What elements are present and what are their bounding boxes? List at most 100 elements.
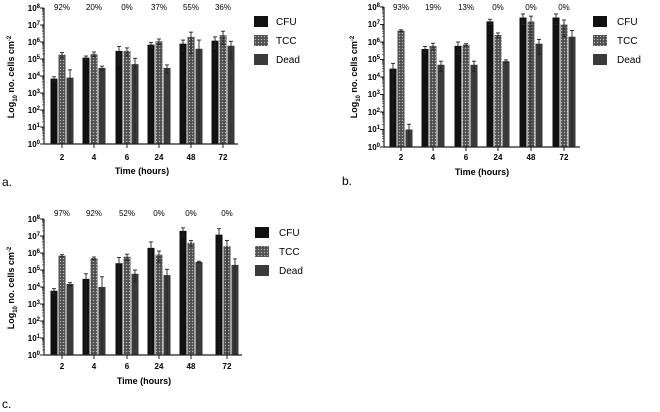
panel-b-bar-tcc — [429, 45, 437, 147]
panel-b-percent-label: 13% — [458, 3, 474, 12]
panel-b-y-tick-label: 104 — [368, 73, 381, 82]
panel-c-legend-label: Dead — [279, 266, 303, 277]
panel-a-bar-tcc — [155, 41, 163, 144]
panel-c-y-tick-label: 108 — [28, 215, 41, 224]
panel-c-percent-label: 0% — [153, 209, 165, 218]
panel-c-y-tick-label: 106 — [28, 249, 41, 258]
panel-a-plot — [40, 7, 238, 148]
panel-b-bar-cfu — [454, 45, 462, 147]
panel-c-bar-tcc — [187, 242, 195, 355]
panel-a-bar-dead — [98, 67, 106, 144]
panel-c-x-tick-label: 48 — [187, 362, 196, 371]
panel-b-y-tick-label: 107 — [368, 20, 381, 29]
panel-c-x-tick-label: 4 — [92, 362, 97, 371]
panel-a-y-tick-label: 102 — [28, 106, 41, 115]
panel-a-bar-cfu — [115, 50, 123, 144]
panel-a-percent-label: 92% — [54, 3, 70, 12]
panel-b-bar-cfu — [519, 17, 527, 147]
panel-a-bar-tcc — [187, 36, 195, 144]
panel-b-y-tick-label: 105 — [368, 55, 381, 64]
panel-c-y-tick-label: 104 — [28, 283, 41, 292]
panel-c-percent-label: 97% — [54, 209, 70, 218]
panel-a-bar-dead — [227, 45, 235, 144]
panel-a-x-tick-label: 48 — [187, 153, 196, 162]
panel-c-legend-swatch-dead — [255, 265, 269, 276]
panel-a-x-tick-label: 72 — [219, 153, 228, 162]
panel-b-legend-swatch-tcc — [593, 35, 607, 46]
panel-b-x-tick-label: 24 — [494, 153, 503, 162]
panel-c-legend-swatch-tcc — [255, 246, 269, 257]
panel-c-x-tick-label: 72 — [223, 362, 232, 371]
panel-b-x-axis-title: Time (hours) — [455, 167, 509, 177]
panel-a-bar-cfu — [82, 57, 90, 144]
panel-b-y-axis-title: Log10 no. cells cm-2 — [349, 35, 362, 118]
panel-b-percent-label: 93% — [393, 3, 409, 12]
panel-c-y-tick-label: 101 — [28, 334, 41, 343]
panel-b-x-tick-label: 4 — [431, 153, 436, 162]
panel-a-bar-cfu — [147, 44, 155, 144]
panel-b-bar-tcc — [560, 24, 568, 147]
panel-b-percent-label: 0% — [492, 3, 504, 12]
panel-b-bar-tcc — [494, 35, 502, 147]
panel-a-bar-cfu — [50, 78, 58, 144]
panel-b-legend-swatch-cfu — [593, 16, 607, 27]
panel-c-x-tick-label: 2 — [60, 362, 65, 371]
panel-c-bar-tcc — [90, 258, 98, 355]
panel-b-letter: b. — [342, 174, 352, 188]
panel-b-legend-label: Dead — [617, 55, 641, 66]
panel-b-bar-cfu — [421, 48, 429, 147]
panel-b-plot — [380, 6, 580, 151]
panel-a-percent-label: 37% — [151, 3, 167, 12]
panel-a-bar-tcc — [123, 50, 131, 144]
panel-c-plot — [40, 218, 242, 359]
panel-a-percent-label: 36% — [215, 3, 231, 12]
panel-b-y-tick-label: 100 — [368, 143, 381, 152]
panel-a-legend-swatch-cfu — [254, 16, 268, 27]
panel-b-bar-dead — [437, 64, 445, 147]
panel-a-y-tick-label: 103 — [28, 89, 41, 98]
panel-b-bar-tcc — [462, 44, 470, 147]
panel-c-percent-label: 52% — [119, 209, 135, 218]
panel-c-y-tick-label: 100 — [28, 351, 41, 360]
panel-a-x-tick-label: 4 — [92, 153, 97, 162]
panel-a-y-tick-label: 106 — [28, 38, 41, 47]
panel-c-percent-label: 92% — [86, 209, 102, 218]
panel-c: 97% 92% 52% 0% 0% 0% 2 4 6 24 48 72 100 … — [2, 209, 303, 411]
panel-b-x-tick-label: 48 — [527, 153, 536, 162]
panel-b: 93% 19% 13% 0% 0% 0% 2 4 6 24 48 72 100 … — [342, 3, 641, 188]
panel-b-y-tick-label: 103 — [368, 90, 381, 99]
panel-b-bar-tcc — [397, 30, 405, 147]
panel-c-bar-tcc — [58, 255, 66, 355]
panel-b-x-tick-label: 72 — [560, 153, 569, 162]
panel-c-bar-dead — [195, 261, 203, 355]
panel-c-x-axis-title: Time (hours) — [117, 376, 171, 386]
panel-c-x-tick-label: 24 — [155, 362, 164, 371]
panel-a-y-axis-title: Log10 no. cells cm-2 — [6, 35, 19, 118]
panel-c-bar-tcc — [155, 254, 163, 355]
panel-b-y-tick-label: 102 — [368, 108, 381, 117]
panel-c-legend-swatch-cfu — [255, 227, 269, 238]
panel-b-bar-cfu — [486, 21, 494, 148]
panel-c-bar-dead — [66, 284, 74, 355]
panel-a-bar-tcc — [58, 54, 66, 144]
panel-b-legend-label: TCC — [617, 36, 638, 47]
panel-c-percent-label: 0% — [185, 209, 197, 218]
panel-a-percent-label: 0% — [121, 3, 133, 12]
panel-b-x-tick-label: 6 — [464, 153, 469, 162]
panel-a-legend-label: CFU — [276, 17, 297, 28]
panel-b-y-tick-label: 106 — [368, 38, 381, 47]
panel-b-bar-dead — [470, 64, 478, 147]
panel-c-y-tick-label: 105 — [28, 266, 41, 275]
panel-a-y-tick-label: 108 — [28, 4, 41, 13]
panel-a-percent-label: 20% — [86, 3, 102, 12]
panel-c-bar-cfu — [179, 230, 187, 355]
panel-b-percent-label: 0% — [558, 3, 570, 12]
panel-b-percent-label: 19% — [425, 3, 441, 12]
panel-a-x-axis-title: Time (hours) — [115, 166, 169, 176]
panel-a-letter: a. — [2, 175, 12, 189]
panel-a-bar-cfu — [211, 40, 219, 144]
panel-a-legend-label: Dead — [276, 55, 300, 66]
panel-c-y-tick-label: 107 — [28, 232, 41, 241]
panel-c-percent-label: 0% — [221, 209, 233, 218]
